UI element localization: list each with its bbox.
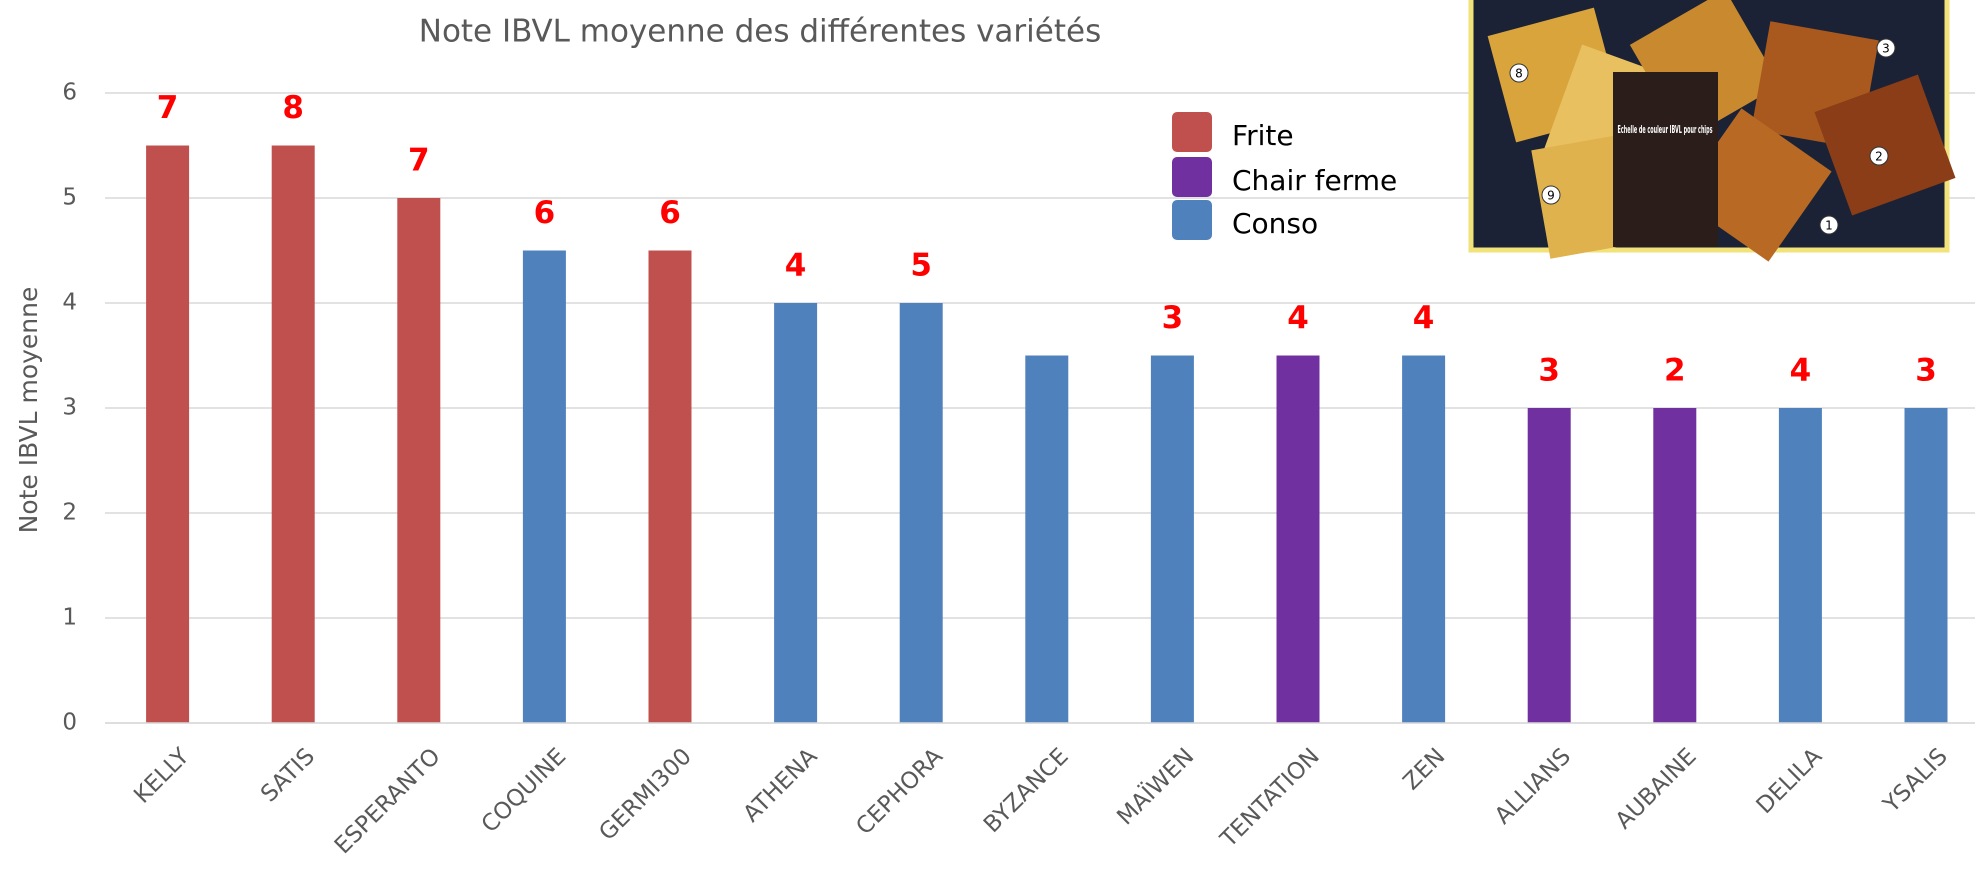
y-tick-label: 6 bbox=[62, 80, 77, 106]
inset-marker bbox=[1541, 185, 1561, 205]
y-tick-label: 4 bbox=[62, 290, 77, 316]
x-tick-label: CEPHORA bbox=[851, 743, 948, 840]
legend-label: Conso bbox=[1232, 207, 1318, 240]
x-tick-label: ALLIANS bbox=[1490, 743, 1576, 829]
bar bbox=[397, 198, 441, 723]
annotation: 6 bbox=[534, 195, 556, 231]
inset-marker bbox=[1869, 146, 1889, 166]
chart-title: Note IBVL moyenne des différentes variét… bbox=[419, 14, 1101, 50]
legend-label: Chair ferme bbox=[1232, 164, 1397, 197]
annotation: 3 bbox=[1162, 300, 1184, 336]
legend-swatch bbox=[1172, 112, 1212, 152]
bar bbox=[1653, 408, 1697, 723]
x-tick-label: MAÏWEN bbox=[1111, 742, 1199, 830]
bar bbox=[648, 250, 692, 723]
x-tick-label: ATHENA bbox=[738, 743, 822, 827]
annotation: 8 bbox=[282, 90, 304, 126]
x-tick-label: ESPERANTO bbox=[330, 743, 446, 859]
bar bbox=[774, 303, 818, 723]
inset-chip bbox=[1814, 74, 1956, 216]
bar bbox=[1527, 408, 1571, 723]
bar bbox=[271, 145, 315, 723]
y-tick-label: 5 bbox=[62, 185, 77, 211]
annotation: 4 bbox=[1287, 300, 1309, 336]
inset-caption-text: Echelle de couleur IBVL pour chips bbox=[1618, 123, 1713, 136]
y-tick-label: 2 bbox=[62, 500, 77, 526]
x-tick-label: TENTATION bbox=[1215, 743, 1325, 853]
legend-swatch bbox=[1172, 200, 1212, 240]
inset-card bbox=[1613, 72, 1718, 247]
bar bbox=[1778, 408, 1822, 723]
bar bbox=[1402, 355, 1446, 723]
bar bbox=[146, 145, 190, 723]
annotation: 2 bbox=[1664, 353, 1686, 389]
inset-photo: Echelle de couleur IBVL pour chips 8 3 2 9 1 bbox=[1468, 0, 1956, 262]
annotation: 5 bbox=[910, 248, 932, 284]
inset-marker bbox=[1509, 63, 1529, 83]
y-tick-label: 1 bbox=[62, 605, 77, 631]
bar bbox=[899, 303, 943, 723]
bar bbox=[1025, 355, 1069, 723]
legend-swatch bbox=[1172, 157, 1212, 197]
annotation: 4 bbox=[1413, 300, 1435, 336]
bar bbox=[1276, 355, 1320, 723]
bar bbox=[1150, 355, 1194, 723]
x-tick-label: KELLY bbox=[129, 743, 195, 809]
y-tick-label: 3 bbox=[62, 395, 77, 421]
inset-caption: Echelle de couleur IBVL pour chips bbox=[1618, 123, 1713, 136]
x-tick-label: DELILA bbox=[1752, 743, 1828, 819]
legend-label: Frite bbox=[1232, 119, 1294, 152]
x-tick-label: AUBAINE bbox=[1611, 743, 1702, 834]
annotation: 3 bbox=[1915, 353, 1937, 389]
y-axis-label: Note IBVL moyenne bbox=[14, 287, 43, 534]
annotation: 3 bbox=[1538, 353, 1560, 389]
x-tick-label: BYZANCE bbox=[979, 743, 1074, 838]
inset-marker-label: 8 bbox=[1515, 67, 1523, 81]
annotation: 6 bbox=[659, 195, 681, 231]
x-tick-label: SATIS bbox=[256, 743, 320, 807]
x-tick-label: GERMI300 bbox=[594, 743, 696, 845]
inset-marker bbox=[1819, 215, 1839, 235]
annotation: 4 bbox=[785, 248, 807, 284]
x-tick-label: COQUINE bbox=[477, 743, 571, 837]
inset-marker-label: 1 bbox=[1825, 219, 1833, 233]
annotation: 4 bbox=[1790, 353, 1812, 389]
x-tick-label: YSALIS bbox=[1878, 743, 1953, 818]
annotation: 7 bbox=[157, 90, 179, 126]
inset-marker-label: 3 bbox=[1882, 42, 1890, 56]
inset-marker-label: 2 bbox=[1875, 150, 1883, 164]
bar bbox=[522, 250, 566, 723]
inset-marker-label: 9 bbox=[1547, 189, 1555, 203]
bar bbox=[1904, 408, 1948, 723]
x-tick-label: ZEN bbox=[1398, 743, 1450, 795]
inset-marker bbox=[1876, 38, 1896, 58]
y-tick-label: 0 bbox=[62, 710, 77, 736]
annotation: 7 bbox=[408, 143, 430, 179]
